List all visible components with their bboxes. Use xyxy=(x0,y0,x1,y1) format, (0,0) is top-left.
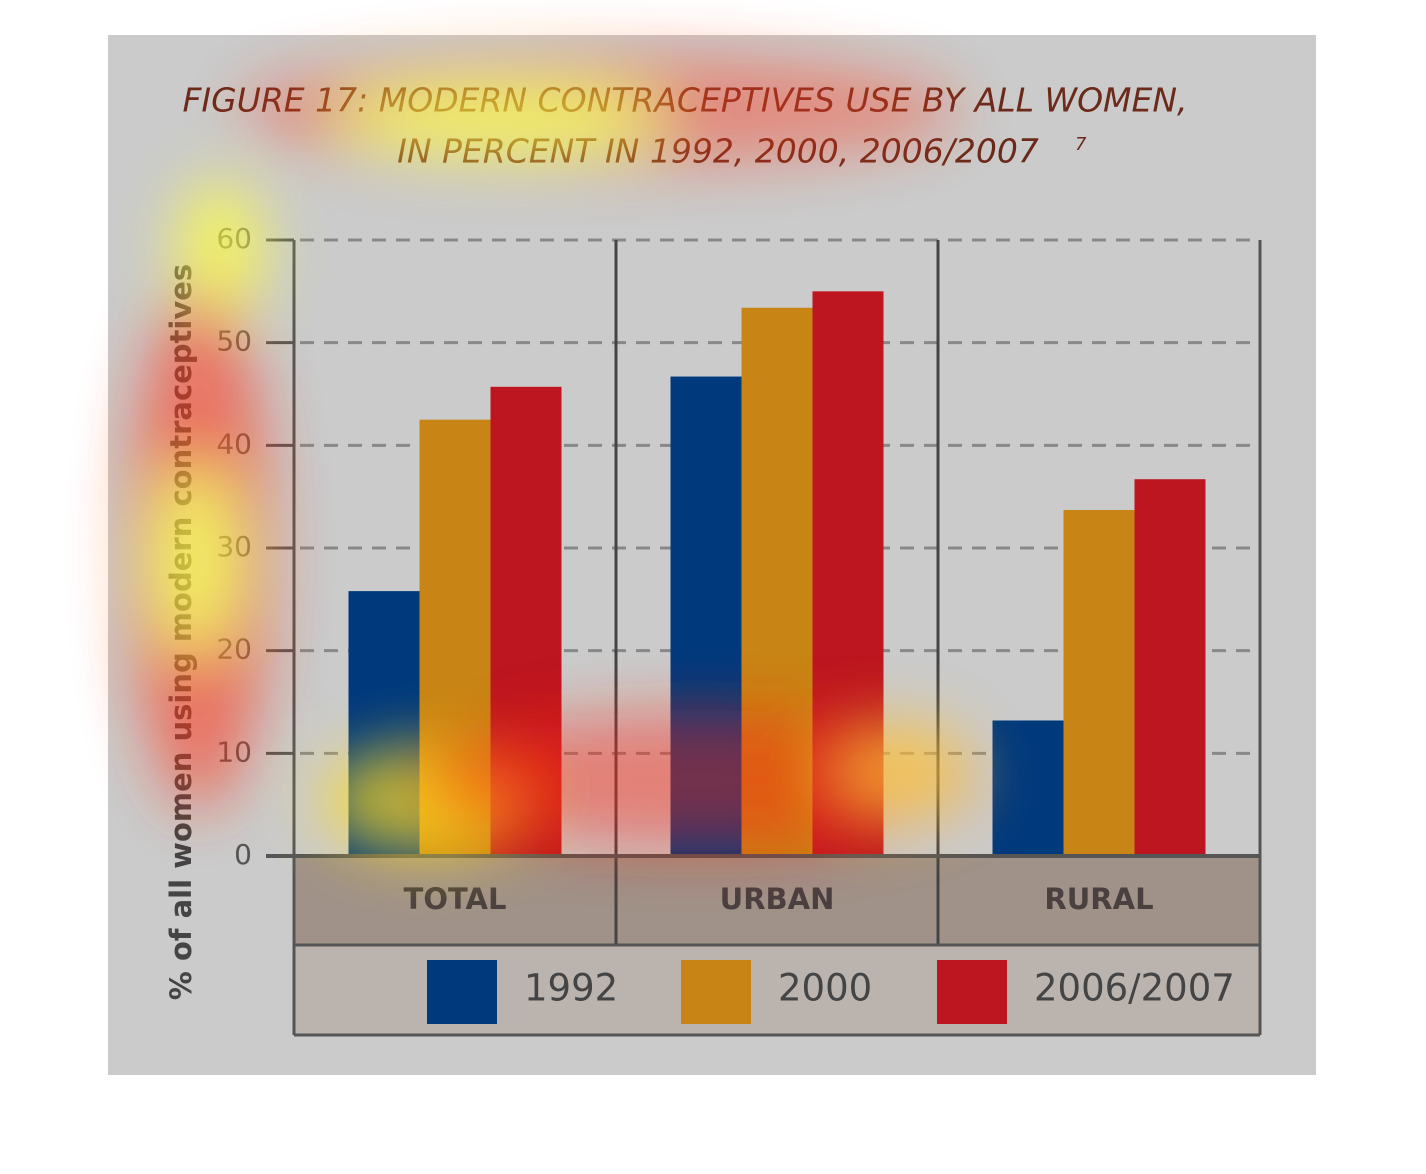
chart-title: IN PERCENT IN 1992, 2000, 2006/2007 xyxy=(397,132,1039,171)
title-note: 7 xyxy=(1075,134,1087,155)
legend-label: 2006/2007 xyxy=(1034,967,1235,1010)
y-tick-label: 40 xyxy=(216,427,252,460)
bar xyxy=(812,291,884,856)
y-tick-label: 30 xyxy=(216,530,252,563)
bar xyxy=(670,376,742,856)
x-tick-label: TOTAL xyxy=(404,882,507,916)
bar xyxy=(741,307,813,856)
x-tick-label: RURAL xyxy=(1044,882,1153,916)
x-tick-label: URBAN xyxy=(720,882,835,916)
y-axis-label: % of all women using modern contraceptiv… xyxy=(164,264,198,1000)
y-tick-label: 20 xyxy=(216,633,252,666)
bar xyxy=(1134,479,1206,856)
legend-swatch xyxy=(937,960,1007,1024)
y-tick-label: 50 xyxy=(216,325,252,358)
bar xyxy=(419,419,491,856)
y-tick-label: 60 xyxy=(216,222,252,255)
legend-swatch xyxy=(681,960,751,1024)
legend-label: 1992 xyxy=(524,967,618,1010)
legend-swatch xyxy=(427,960,497,1024)
bar xyxy=(490,386,562,856)
legend-label: 2000 xyxy=(778,967,872,1010)
category-band xyxy=(294,858,1260,945)
chart-title: FIGURE 17: MODERN CONTRACEPTIVES USE BY … xyxy=(182,81,1187,120)
bar xyxy=(1063,510,1135,856)
bar xyxy=(348,591,420,856)
y-tick-label: 10 xyxy=(216,735,252,768)
y-tick-label: 0 xyxy=(234,838,252,871)
bar xyxy=(992,720,1064,856)
